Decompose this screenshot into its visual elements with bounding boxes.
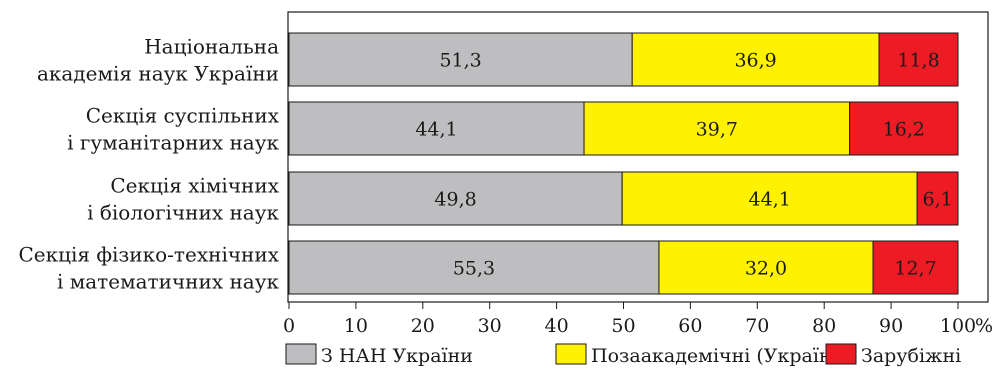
bar-segment — [288, 32, 633, 87]
x-tick-label: 10 — [344, 315, 368, 337]
bar-segment — [583, 101, 851, 156]
category-label: і математичних наук — [57, 270, 280, 294]
data-label: 51,3 — [439, 50, 481, 72]
category-label: Секція хімічних — [110, 174, 279, 198]
data-label: 6,1 — [922, 189, 952, 211]
category-label: і біологічних наук — [87, 201, 279, 225]
x-tick-label: 20 — [411, 315, 435, 337]
x-tick-label: 50 — [611, 315, 635, 337]
bar-segment — [658, 240, 874, 295]
bar-segment — [631, 32, 880, 87]
legend-swatch — [825, 343, 857, 365]
data-label: 55,3 — [453, 258, 495, 280]
x-tick-label: 80 — [812, 315, 836, 337]
legend-label: З НАН України — [321, 345, 473, 367]
category-label: Секція суспільних — [86, 104, 280, 128]
data-label: 12,7 — [894, 258, 936, 280]
category-label: Національна — [144, 35, 279, 59]
data-label: 49,8 — [434, 189, 476, 211]
data-label: 11,8 — [897, 50, 939, 72]
bars-group: 51,3 36,9 11,8 44,1 39,7 16,2 49,8 44,1 6,1 55,3 3… — [288, 32, 959, 295]
plot-frame — [287, 11, 989, 303]
data-label: 32,0 — [745, 258, 787, 280]
category-label: академія наук України — [37, 62, 279, 86]
bar-segment — [288, 101, 585, 156]
x-unit-label: % — [975, 315, 993, 337]
data-label: 36,9 — [734, 50, 776, 72]
bar-segment — [621, 171, 918, 226]
data-label: 44,1 — [749, 189, 791, 211]
bar-segment — [288, 171, 623, 226]
x-tick-label: 70 — [745, 315, 769, 337]
data-label: 44,1 — [415, 119, 457, 141]
bar-segment — [872, 240, 959, 295]
category-label: Секція фізико-технічних — [18, 243, 279, 267]
category-labels: Національна академія наук України Секція с… — [18, 35, 279, 294]
bar-segment — [916, 171, 959, 226]
legend-swatch — [555, 343, 587, 365]
x-tick-label: 30 — [478, 315, 502, 337]
x-tick-label: 40 — [545, 315, 569, 337]
legend: З НАН України Позаакадемічні (Україна) Зар… — [285, 343, 961, 367]
data-label: 39,7 — [696, 119, 738, 141]
data-label: 16,2 — [883, 119, 925, 141]
x-tick-label: 60 — [678, 315, 702, 337]
x-axis: 0 10 20 30 40 50 60 70 80 90 100% — [283, 302, 993, 337]
bar-segment — [288, 240, 660, 295]
legend-label: Зарубіжні — [861, 345, 961, 367]
category-label: і гуманітарних наук — [67, 131, 279, 155]
legend-swatch — [285, 343, 317, 365]
x-tick-label: 90 — [879, 315, 903, 337]
legend-label: Позаакадемічні (Україна) — [591, 345, 850, 367]
x-tick-label: 0 — [283, 315, 295, 337]
x-tick-label: 100 — [940, 315, 976, 337]
bar-segment — [849, 101, 959, 156]
bar-segment — [878, 32, 959, 87]
